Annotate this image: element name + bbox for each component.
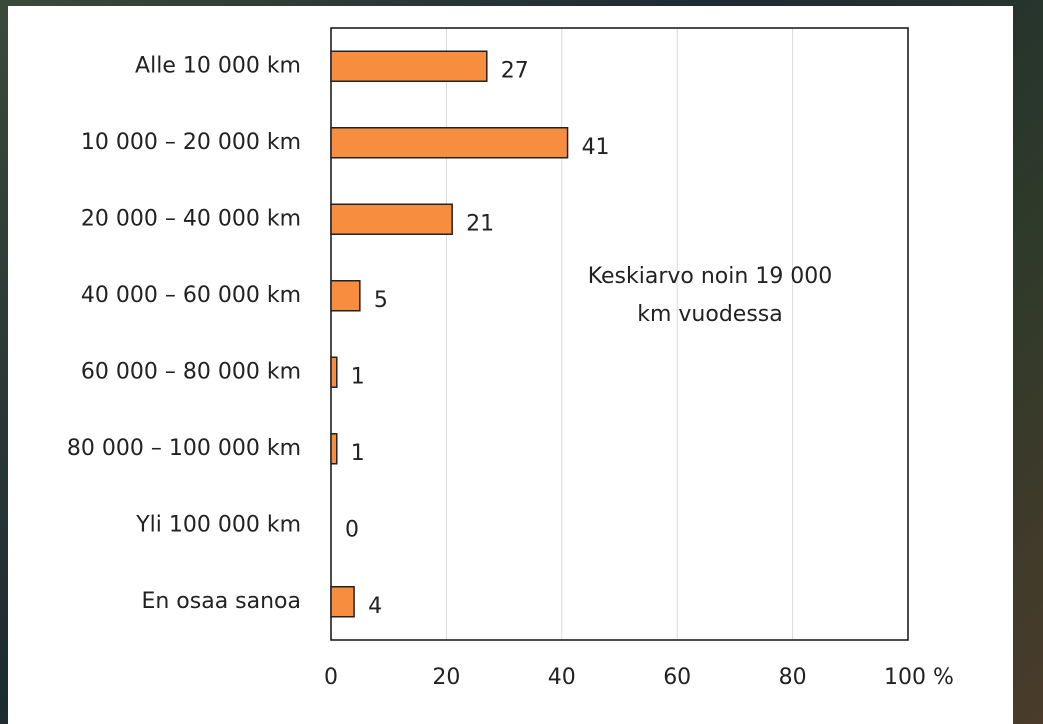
bar: [331, 357, 337, 387]
value-label: 1: [351, 441, 365, 466]
x-tick-label: 20: [432, 665, 460, 690]
bar: [331, 204, 452, 234]
y-tick-label: Alle 10 000 km: [135, 53, 301, 78]
bar: [331, 51, 487, 81]
y-tick-label: 10 000 – 20 000 km: [81, 130, 301, 155]
x-tick-label: 0: [324, 665, 338, 690]
value-label: 1: [351, 364, 365, 389]
bar: [331, 281, 360, 311]
value-label: 0: [345, 517, 359, 542]
bar: [331, 434, 337, 464]
y-tick-label: 80 000 – 100 000 km: [67, 436, 301, 461]
annotation: Keskiarvo noin 19 000: [588, 264, 833, 289]
value-label: 5: [374, 288, 388, 313]
value-label: 41: [582, 135, 610, 160]
y-tick-label: 20 000 – 40 000 km: [81, 206, 301, 231]
page: {"chart_data": {"type": "barh", "categor…: [0, 0, 1043, 724]
x-tick-label: 100 %: [884, 665, 954, 690]
y-tick-label: 40 000 – 60 000 km: [81, 283, 301, 308]
x-tick-label: 40: [548, 665, 576, 690]
x-tick-label: 80: [779, 665, 807, 690]
bar: [331, 128, 568, 158]
x-tick-label: 60: [663, 665, 691, 690]
y-tick-label: 60 000 – 80 000 km: [81, 359, 301, 384]
y-tick-label: Yli 100 000 km: [135, 512, 301, 537]
value-label: 27: [501, 58, 529, 83]
value-label: 4: [368, 594, 382, 619]
value-label: 21: [466, 211, 494, 236]
chart: 020406080100 %Alle 10 000 km2710 000 – 2…: [0, 0, 1043, 724]
annotation: km vuodessa: [637, 302, 783, 327]
bar: [331, 587, 354, 617]
y-tick-label: En osaa sanoa: [141, 589, 301, 614]
